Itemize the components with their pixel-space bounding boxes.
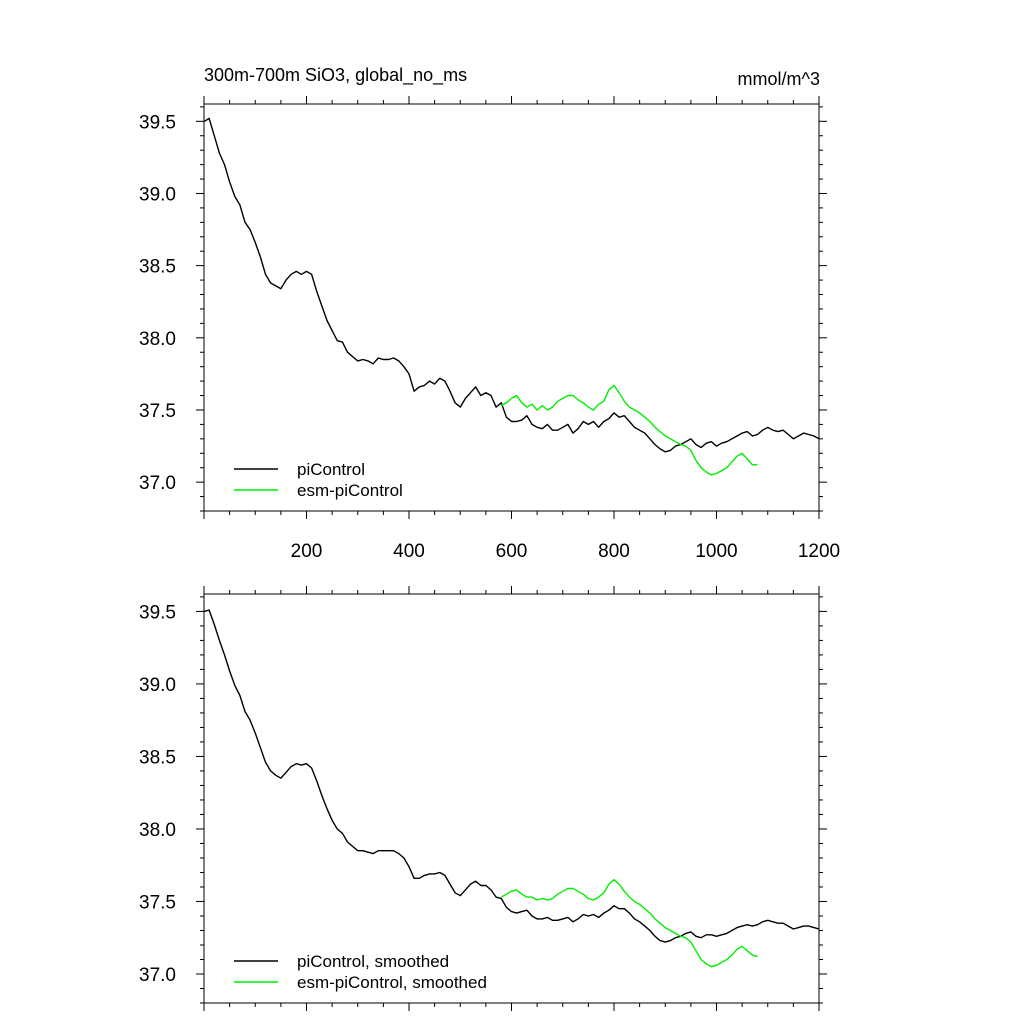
top-chart-panel: 300m-700m SiO3, global_no_ms mmol/m^3 37… <box>139 65 840 562</box>
top-legend: piControl esm-piControl <box>234 460 403 500</box>
y-tick-label: 37.0 <box>139 473 176 494</box>
legend-label-esm-picontrol-smoothed: esm-piControl, smoothed <box>297 973 487 992</box>
y-tick-label: 37.0 <box>139 965 176 986</box>
y-tick-label: 38.0 <box>139 820 176 841</box>
y-tick-label: 38.0 <box>139 329 176 350</box>
chart-title: 300m-700m SiO3, global_no_ms <box>204 65 467 86</box>
x-tick-label: 200 <box>291 541 323 562</box>
y-tick-label: 37.5 <box>139 401 176 422</box>
series-line-picontrol <box>204 117 820 453</box>
y-tick-label: 38.5 <box>139 257 176 278</box>
x-tick-label: 600 <box>496 541 528 562</box>
y-tick-label: 38.5 <box>139 747 176 768</box>
x-tick-label: 1200 <box>798 541 840 562</box>
top-axis-ticks: 37.0 37.5 38.0 38.5 39.0 39.5 200 400 600 800 1000… <box>139 96 840 562</box>
series-line-esm-picontrol <box>500 384 758 476</box>
x-tick-label: 800 <box>598 541 630 562</box>
legend-label-picontrol: piControl <box>297 460 365 479</box>
legend-label-esm-picontrol: esm-piControl <box>297 481 403 500</box>
y-tick-label: 39.0 <box>139 675 176 696</box>
bottom-plot-lines <box>204 609 820 968</box>
top-plot-frame <box>203 103 820 512</box>
y-tick-label: 39.5 <box>139 112 176 133</box>
y-tick-label: 39.5 <box>139 602 176 623</box>
legend-label-picontrol-smoothed: piControl, smoothed <box>297 952 449 971</box>
bottom-plot-frame <box>203 593 820 1004</box>
bottom-chart-panel: 37.0 37.5 38.0 38.5 39.0 39.5 piControl, smoo… <box>139 586 827 1011</box>
series-line-picontrol-smoothed <box>204 609 820 943</box>
bottom-axis-ticks: 37.0 37.5 38.0 38.5 39.0 39.5 <box>139 586 827 1011</box>
y-tick-label: 37.5 <box>139 892 176 913</box>
top-plot-lines <box>204 117 820 476</box>
y-tick-label: 39.0 <box>139 184 176 205</box>
x-tick-label: 400 <box>393 541 425 562</box>
bottom-legend: piControl, smoothed esm-piControl, smoot… <box>234 952 487 992</box>
series-line-esm-picontrol-smoothed <box>500 879 758 968</box>
chart-units-label: mmol/m^3 <box>738 69 820 89</box>
x-tick-label: 1000 <box>695 541 737 562</box>
